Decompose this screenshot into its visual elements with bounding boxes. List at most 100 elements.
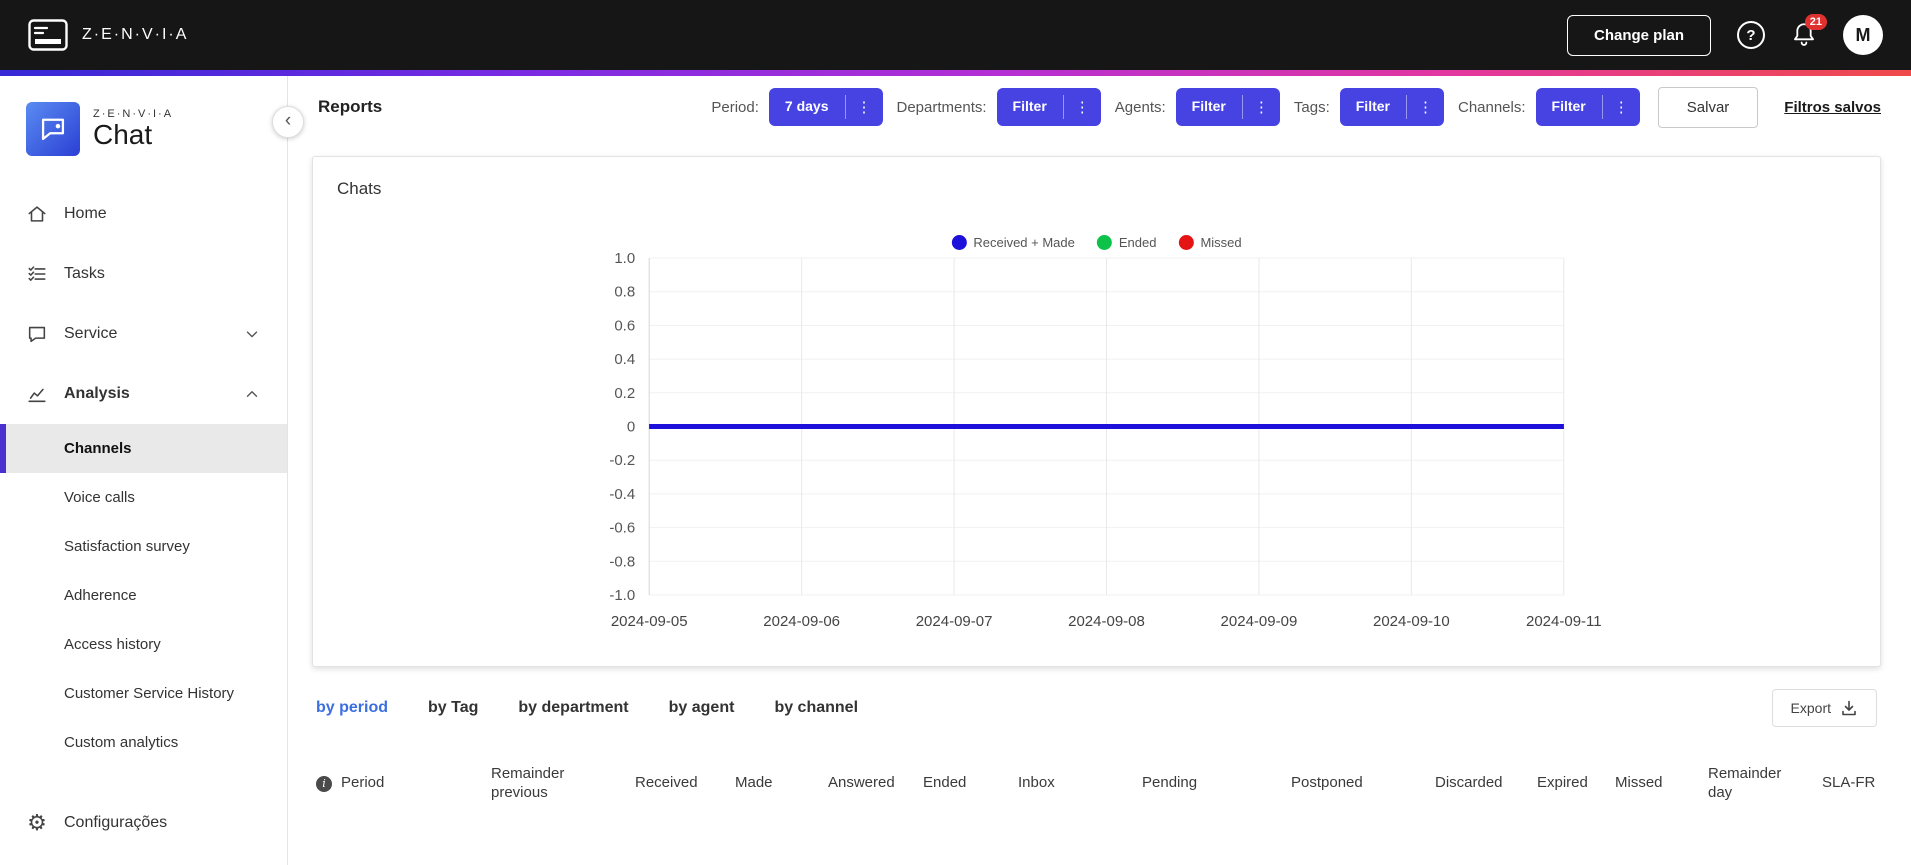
svg-text:0: 0: [627, 419, 635, 436]
filter-label: Agents:: [1114, 98, 1166, 116]
reports-body: Chats Received + Made Ended Missed 1.0 0.8 0…: [288, 138, 1911, 865]
svg-text:2024-09-11: 2024-09-11: [1526, 613, 1602, 630]
filter-label: Channels:: [1457, 98, 1526, 116]
sidebar-item-configuracoes[interactable]: ⚙ Configurações: [0, 793, 287, 853]
help-icon[interactable]: ?: [1737, 21, 1765, 49]
tab-by-tag[interactable]: by Tag: [428, 699, 479, 716]
sidebar-item-tasks[interactable]: Tasks: [0, 244, 287, 304]
channels-filter-button[interactable]: Filter ⋮: [1535, 88, 1640, 126]
sidebar-item-channels[interactable]: Channels: [0, 424, 287, 473]
filter-agents: Agents: Filter ⋮: [1115, 88, 1280, 126]
analysis-submenu: Channels Voice calls Satisfaction survey Ad…: [0, 424, 287, 767]
sidebar-item-home[interactable]: Home: [0, 184, 287, 244]
column-label: Discarded: [1435, 774, 1503, 792]
agents-filter-button[interactable]: Filter ⋮: [1175, 88, 1280, 126]
sidebar: Z·E·N·V·I·A Chat Home Tasks Service: [0, 76, 288, 865]
column-header-ended: Ended: [923, 774, 1018, 793]
column-header-inbox: Inbox: [1018, 774, 1142, 793]
legend-missed: Missed: [1178, 235, 1242, 250]
sidebar-item-access-history[interactable]: Access history: [64, 636, 161, 653]
sidebar-item-satisfaction-survey[interactable]: Satisfaction survey: [64, 538, 190, 555]
column-label: Postponed: [1291, 774, 1363, 792]
kebab-menu-icon: ⋮: [1417, 99, 1433, 116]
filter-departments: Departments: Filter ⋮: [897, 88, 1101, 126]
export-label: Export: [1790, 700, 1831, 716]
button-divider: [844, 95, 846, 119]
svg-text:-1.0: -1.0: [609, 587, 635, 604]
column-header-missed: Missed: [1615, 774, 1708, 793]
sidebar-item-service[interactable]: Service: [0, 304, 287, 364]
svg-text:2024-09-07: 2024-09-07: [916, 613, 993, 630]
chart-title: Chats: [337, 179, 382, 198]
svg-text:0.8: 0.8: [614, 284, 635, 301]
export-button[interactable]: Export: [1771, 689, 1877, 727]
tab-by-period[interactable]: by period: [316, 699, 389, 716]
column-header-received: Received: [635, 774, 735, 793]
tasks-icon: [28, 266, 46, 281]
info-icon[interactable]: i: [316, 775, 332, 792]
legend-received-made: Received + Made: [951, 235, 1075, 250]
column-label: Inbox: [1018, 774, 1055, 792]
topbar-actions: Change plan ? 21 M: [1566, 14, 1883, 56]
svg-text:1.0: 1.0: [614, 250, 635, 267]
sidebar-item-label: Analysis: [64, 385, 130, 402]
chat-bubble-icon: [28, 326, 46, 343]
chevron-up-icon: [246, 391, 258, 397]
column-label: SLA-FR: [1822, 774, 1876, 792]
page-title: Reports: [318, 97, 383, 116]
legend-label: Ended: [1118, 235, 1157, 250]
tab-by-department[interactable]: by department: [518, 699, 629, 716]
column-header-remainder-previous: Remainder previous: [491, 765, 635, 803]
filter-label: Period:: [711, 98, 759, 116]
sidebar-item-label: Service: [64, 325, 118, 342]
chats-card: Chats Received + Made Ended Missed 1.0 0.8 0…: [312, 156, 1881, 667]
filter-tags: Tags: Filter ⋮: [1294, 88, 1444, 126]
filter-label: Departments:: [896, 98, 987, 116]
departments-filter-button[interactable]: Filter ⋮: [996, 88, 1101, 126]
period-filter-button[interactable]: 7 days ⋮: [768, 88, 883, 126]
chevron-down-icon: [246, 331, 258, 338]
chats-chart-svg: 1.0 0.8 0.6 0.4 0.2 0 -0.2 -0.4 -0.6 -0.8 -1.0 2024…: [609, 250, 1602, 630]
column-header-pending: Pending: [1142, 774, 1291, 793]
svg-text:2024-09-06: 2024-09-06: [763, 613, 840, 630]
table-header-row: i Period Remainder previous Received Made Ans…: [312, 757, 1881, 811]
column-label: Ended: [923, 774, 967, 792]
legend-label: Received + Made: [973, 235, 1075, 250]
svg-text:0.6: 0.6: [614, 317, 635, 334]
svg-text:2024-09-10: 2024-09-10: [1373, 613, 1450, 630]
brand-gradient-bar: [0, 70, 1911, 76]
tab-by-agent[interactable]: by agent: [668, 699, 735, 716]
filter-value: Filter: [1191, 98, 1226, 114]
kebab-menu-icon: ⋮: [1074, 99, 1090, 116]
filters-bar: Period: 7 days ⋮ Departments: Filter ⋮ Agents:…: [711, 88, 1640, 126]
report-tabs-row: by period by Tag by department by agent by c…: [312, 689, 1881, 727]
tab-by-channel[interactable]: by channel: [774, 699, 859, 716]
sidebar-item-customer-service-history[interactable]: Customer Service History: [64, 685, 235, 702]
zenvia-chat-logo: Z·E·N·V·I·A Chat: [0, 102, 287, 156]
column-label: Remainder previous: [491, 765, 565, 801]
filter-channels: Channels: Filter ⋮: [1458, 88, 1640, 126]
sidebar-item-analysis[interactable]: Analysis: [0, 364, 287, 424]
svg-text:0.2: 0.2: [614, 385, 635, 402]
notification-badge: 21: [1804, 14, 1827, 31]
sidebar-item-custom-analytics[interactable]: Custom analytics: [64, 734, 179, 751]
saved-filters-link[interactable]: Filtros salvos: [1784, 98, 1881, 116]
home-icon: [28, 206, 46, 222]
save-filters-button[interactable]: Salvar: [1657, 86, 1759, 128]
sidebar-collapse-button[interactable]: ‹: [272, 106, 304, 138]
sidebar-item-adherence[interactable]: Adherence: [64, 587, 137, 604]
chat-logo-icon: [26, 102, 80, 156]
sidebar-item-voice-calls[interactable]: Voice calls: [64, 489, 135, 506]
column-label: Remainder day: [1708, 765, 1782, 801]
button-divider: [1405, 95, 1407, 119]
notifications-button[interactable]: 21: [1791, 14, 1827, 49]
avatar[interactable]: M: [1843, 15, 1883, 55]
column-header-remainder-day: Remainder day: [1708, 765, 1822, 803]
change-plan-button[interactable]: Change plan: [1566, 14, 1711, 56]
topbar: Z·E·N·V·I·A Change plan ? 21 M: [0, 0, 1911, 70]
column-header-made: Made: [735, 774, 828, 793]
button-divider: [1062, 95, 1064, 119]
kebab-menu-icon: ⋮: [1253, 99, 1269, 116]
legend-dot: [951, 235, 967, 250]
tags-filter-button[interactable]: Filter ⋮: [1339, 88, 1444, 126]
